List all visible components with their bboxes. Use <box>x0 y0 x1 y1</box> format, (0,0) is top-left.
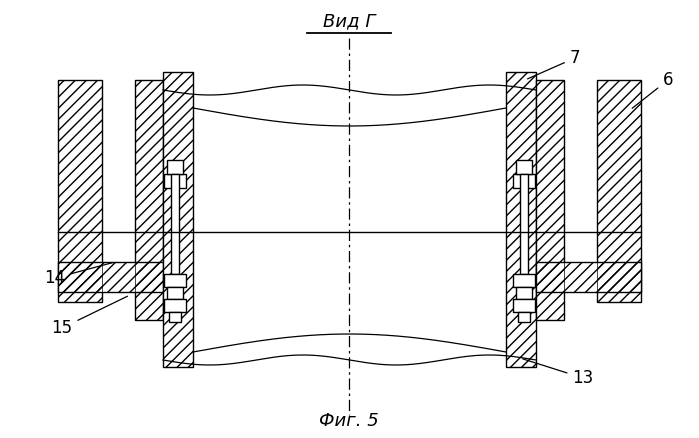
Bar <box>513 174 535 188</box>
Bar <box>167 287 183 299</box>
Text: 13: 13 <box>523 359 593 387</box>
Bar <box>597 80 641 302</box>
Bar <box>58 80 102 302</box>
Bar <box>171 174 179 274</box>
Text: 7: 7 <box>528 49 580 79</box>
Bar <box>597 80 641 302</box>
Bar <box>513 274 535 287</box>
Bar <box>169 164 181 174</box>
Text: Вид Г: Вид Г <box>323 12 375 30</box>
Bar <box>193 80 506 365</box>
Bar <box>164 274 186 287</box>
Bar <box>163 72 193 367</box>
Text: Фиг. 5: Фиг. 5 <box>319 412 379 430</box>
Text: 6: 6 <box>632 71 673 108</box>
Text: 15: 15 <box>52 296 127 337</box>
Bar <box>516 287 532 299</box>
Bar <box>167 160 183 174</box>
Bar <box>516 160 532 174</box>
Bar <box>164 299 186 312</box>
Bar <box>135 80 163 320</box>
Bar <box>135 80 163 320</box>
Bar <box>58 80 102 302</box>
Bar <box>169 312 181 322</box>
Bar <box>506 72 536 367</box>
Bar <box>536 262 641 292</box>
Bar <box>518 312 530 322</box>
Bar <box>506 72 536 367</box>
Bar <box>163 72 193 367</box>
Bar <box>58 262 163 292</box>
Bar <box>536 80 564 320</box>
Bar <box>513 299 535 312</box>
Bar <box>518 164 530 174</box>
Bar <box>520 174 528 274</box>
Bar <box>536 80 564 320</box>
Bar <box>536 262 641 292</box>
Text: 14: 14 <box>45 263 113 287</box>
Bar <box>58 262 163 292</box>
Bar <box>164 174 186 188</box>
